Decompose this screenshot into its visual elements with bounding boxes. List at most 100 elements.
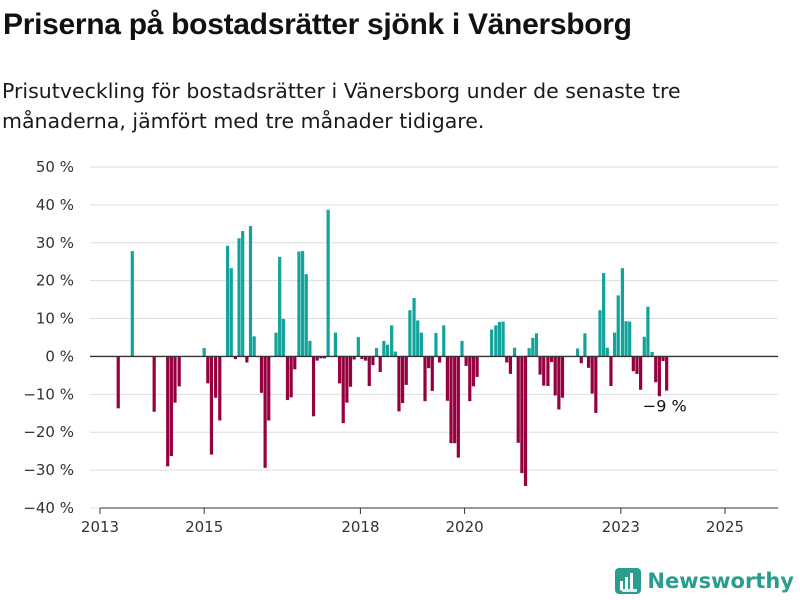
newsworthy-logo-icon <box>615 568 642 594</box>
bar <box>206 356 210 384</box>
bar <box>542 356 546 386</box>
bar <box>233 356 238 360</box>
bar <box>579 356 583 364</box>
bar <box>512 347 517 357</box>
bar <box>304 274 308 357</box>
bar <box>315 356 319 361</box>
y-tick-label: −10 % <box>23 385 74 403</box>
bar <box>130 251 134 357</box>
bar <box>456 356 460 458</box>
bar <box>471 356 476 387</box>
bar <box>371 356 375 366</box>
bar <box>367 356 371 386</box>
bar <box>427 356 431 369</box>
bar <box>289 356 293 398</box>
bar <box>464 356 468 366</box>
bar <box>301 251 305 357</box>
y-tick-label: 20 % <box>36 272 74 290</box>
bar <box>605 347 609 357</box>
bar <box>412 298 416 357</box>
bar <box>116 356 120 409</box>
bar <box>665 356 669 391</box>
bar <box>281 318 285 357</box>
bar <box>520 356 524 474</box>
bar <box>553 356 557 396</box>
bar <box>152 356 156 412</box>
bar <box>278 256 282 357</box>
bar <box>337 356 342 384</box>
bar <box>437 356 442 363</box>
bar <box>557 356 561 410</box>
bar <box>297 251 301 357</box>
bar <box>624 321 628 357</box>
bar <box>308 340 312 357</box>
bar <box>449 356 453 444</box>
bar <box>586 356 591 368</box>
bar <box>612 332 617 357</box>
bar <box>274 332 278 357</box>
bar <box>494 325 498 357</box>
bar <box>285 356 290 401</box>
bar <box>214 356 218 398</box>
bar <box>259 356 264 393</box>
bar <box>497 321 502 357</box>
bar <box>341 356 345 424</box>
bar <box>209 356 214 455</box>
bar <box>226 245 230 357</box>
y-tick-label: 30 % <box>36 234 74 252</box>
bar <box>173 356 177 403</box>
y-tick-label: −20 % <box>23 423 74 441</box>
bar <box>590 356 594 394</box>
bar <box>650 351 654 357</box>
bar <box>453 356 457 444</box>
bar <box>241 231 245 357</box>
bar <box>523 356 528 487</box>
bar <box>393 351 397 357</box>
bar <box>397 356 401 412</box>
bar <box>356 337 360 357</box>
bar <box>218 356 222 421</box>
bar <box>620 268 624 357</box>
bar <box>505 356 509 363</box>
bar <box>166 356 170 467</box>
bar <box>534 333 539 357</box>
bar <box>531 337 535 357</box>
y-tick-label: −30 % <box>23 461 74 479</box>
bar <box>378 356 382 372</box>
bar <box>423 356 427 402</box>
bar <box>416 320 420 357</box>
x-tick-label: 2020 <box>445 518 483 536</box>
bar <box>639 356 643 390</box>
bar <box>345 356 349 403</box>
y-tick-label: 40 % <box>36 196 74 214</box>
x-tick-label: 2018 <box>341 518 379 536</box>
bar <box>267 356 271 421</box>
bar <box>333 332 338 357</box>
bar <box>576 348 580 357</box>
bar <box>364 356 368 361</box>
bar <box>385 344 390 357</box>
bar <box>374 348 379 357</box>
bar <box>348 356 353 387</box>
bar <box>202 348 206 357</box>
x-tick-label: 2025 <box>706 518 744 536</box>
bar <box>642 336 646 357</box>
bar <box>169 356 173 457</box>
bar <box>445 356 449 401</box>
bar <box>602 273 606 357</box>
bar <box>468 356 472 402</box>
bar <box>352 356 356 360</box>
bar <box>311 356 316 417</box>
bar <box>419 332 423 357</box>
x-tick-label: 2023 <box>602 518 640 536</box>
bar <box>382 340 386 357</box>
x-tick-label: 2013 <box>81 518 119 536</box>
bar <box>442 325 446 357</box>
bar <box>430 356 434 391</box>
bar <box>434 332 438 357</box>
bar <box>390 325 394 357</box>
bar <box>635 356 639 374</box>
y-tick-label: 0 % <box>45 347 74 365</box>
bar <box>263 356 267 468</box>
latest-value-label: −9 % <box>643 396 687 415</box>
